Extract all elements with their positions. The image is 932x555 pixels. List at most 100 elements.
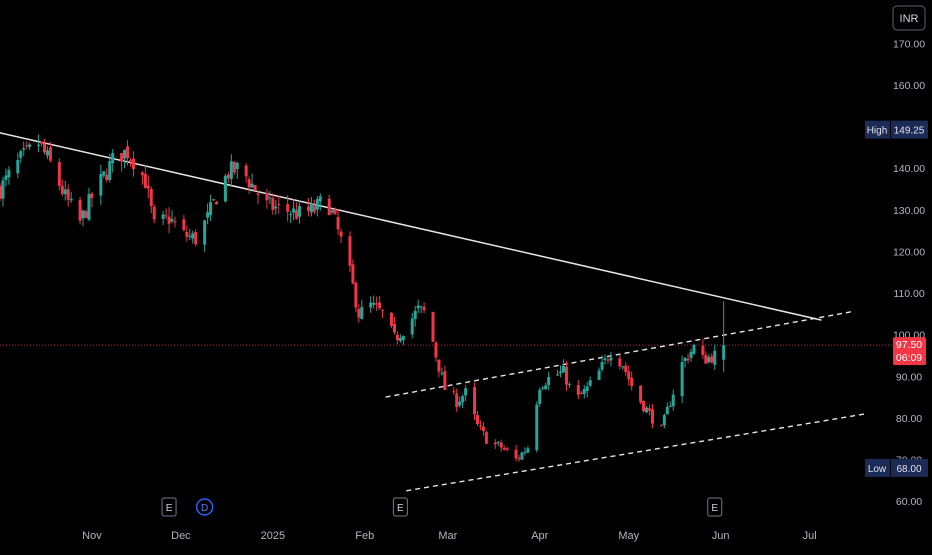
candle-body <box>28 144 32 147</box>
candle-body <box>111 153 115 164</box>
channel-lower-line[interactable] <box>406 413 867 492</box>
candle <box>645 405 649 414</box>
candle <box>4 168 8 187</box>
candle-body <box>392 324 396 333</box>
candle <box>496 440 500 447</box>
candle-body <box>600 362 604 370</box>
candle-body <box>149 189 153 207</box>
candle-body <box>57 162 61 186</box>
candle-body <box>298 206 302 217</box>
candle <box>389 312 393 328</box>
candle <box>413 305 417 327</box>
candle <box>0 183 2 201</box>
candle <box>277 195 281 214</box>
earnings-event-marker[interactable]: E <box>707 497 723 517</box>
candle <box>627 365 631 386</box>
candle-body <box>422 306 426 311</box>
candle-body <box>458 401 462 406</box>
candle-body <box>443 371 447 391</box>
candle-body <box>146 185 150 189</box>
candle-body <box>229 161 233 179</box>
candle <box>437 359 441 378</box>
channel-upper-line[interactable] <box>385 311 852 398</box>
candle-body <box>665 407 669 415</box>
countdown-timer: 06:09 <box>896 352 922 364</box>
candle <box>526 446 530 454</box>
candle <box>564 361 568 391</box>
candle <box>704 351 708 364</box>
candle-body <box>19 151 23 158</box>
candle <box>105 168 109 183</box>
candle-body <box>419 306 423 308</box>
candle-body <box>203 220 207 245</box>
candle <box>143 164 147 189</box>
high-marker: High 149.25 <box>865 120 928 139</box>
candle-body <box>588 380 592 386</box>
event-label: E <box>397 503 404 514</box>
last-price-badge: 97.50 06:09 <box>893 337 926 366</box>
candle <box>455 388 459 412</box>
candle-body <box>164 215 168 217</box>
candle <box>250 173 254 189</box>
candle <box>318 193 322 211</box>
y-tick-label: 160.00 <box>893 80 925 92</box>
candle-body <box>247 179 251 188</box>
currency-button[interactable]: INR <box>892 5 926 31</box>
candle <box>7 166 11 185</box>
candle-body <box>455 393 459 407</box>
time-axis[interactable]: Nov Dec 2025 Feb Mar Apr May Jun Jul <box>82 530 817 542</box>
candle <box>212 198 216 201</box>
candle <box>351 259 355 285</box>
candle-body <box>206 212 210 218</box>
candle <box>369 296 373 313</box>
candle-body <box>81 210 85 219</box>
trendline[interactable] <box>0 132 822 321</box>
candle <box>434 341 438 363</box>
candle-body <box>389 312 393 326</box>
candle <box>398 334 402 343</box>
currency-label: INR <box>900 13 919 25</box>
candle-body <box>517 458 521 460</box>
x-tick-label: Mar <box>438 530 457 542</box>
candle <box>191 230 195 244</box>
last-price-value: 97.50 <box>896 339 922 351</box>
candle <box>298 200 302 224</box>
candle <box>42 138 46 155</box>
candle-body <box>7 170 11 178</box>
candle-body <box>579 392 583 395</box>
earnings-event-marker[interactable]: E <box>392 497 408 517</box>
candle <box>152 204 156 224</box>
candle <box>701 338 705 359</box>
candle-body <box>295 210 299 219</box>
dividend-event-marker[interactable]: D <box>195 498 214 516</box>
candle <box>128 157 132 167</box>
candle <box>126 140 130 166</box>
candle <box>493 439 497 449</box>
candle <box>475 410 479 426</box>
candle-body <box>645 407 649 413</box>
candle-body <box>84 211 88 218</box>
earnings-event-marker[interactable]: E <box>161 497 177 517</box>
candle-body <box>683 358 687 361</box>
candle <box>440 367 444 376</box>
candle <box>78 196 82 225</box>
candle <box>576 380 580 400</box>
candle-body <box>648 408 651 411</box>
candle-body <box>559 371 563 374</box>
candle-body <box>143 173 147 189</box>
candle <box>286 194 290 222</box>
candle-body <box>505 448 509 450</box>
candle-body <box>123 149 127 159</box>
candle-body <box>312 205 316 212</box>
candle <box>707 353 711 364</box>
candle <box>333 207 337 216</box>
candle <box>514 444 518 462</box>
candle <box>312 199 316 215</box>
candle-body <box>650 409 654 424</box>
candle <box>161 210 165 225</box>
candle-body <box>639 385 643 403</box>
candle <box>167 207 171 234</box>
